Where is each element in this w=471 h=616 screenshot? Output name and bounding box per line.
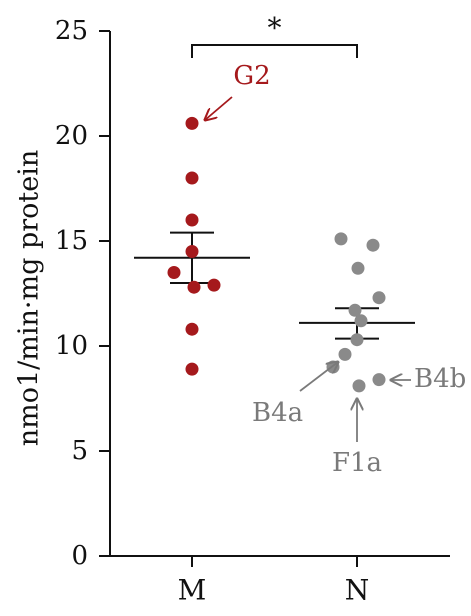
data-point (185, 362, 199, 376)
y-tick-label: 10 (55, 331, 88, 361)
data-point (167, 266, 181, 279)
data-point (372, 291, 386, 305)
data-point (185, 322, 199, 336)
significance-label: * (268, 12, 282, 45)
y-tick-label: 25 (55, 16, 88, 46)
significance-bracket: * (191, 12, 358, 58)
data-point (351, 261, 365, 275)
point-annotations: G2 B4a B4b F1a (205, 61, 466, 478)
data-point (350, 333, 364, 347)
x-tick-label: M (178, 574, 207, 607)
annotation-label: F1a (332, 448, 382, 478)
data-point (354, 314, 368, 328)
y-tick-label: 5 (71, 436, 88, 466)
data-point (187, 280, 201, 294)
y-tick-label: 15 (55, 226, 88, 256)
data-point (372, 373, 386, 387)
data-point (348, 303, 362, 317)
data-point (366, 238, 380, 252)
data-point (185, 213, 199, 227)
data-point (185, 245, 199, 258)
x-tick-label: N (345, 574, 370, 607)
annotation-label: G2 (233, 61, 270, 91)
data-point (338, 347, 352, 361)
data-point (334, 232, 348, 246)
significance-line (191, 44, 358, 58)
annotation-label: B4b (414, 364, 466, 394)
annotation-arrow (205, 96, 233, 120)
annotation-arrow (299, 362, 338, 392)
data-point (185, 116, 199, 130)
y-axis-ticks: 0 5 10 15 20 25 (55, 16, 110, 571)
y-axis-label: nmo1/min·mg protein (14, 150, 45, 447)
y-tick-label: 20 (55, 121, 88, 151)
y-tick-label: 0 (71, 541, 88, 571)
data-point (352, 379, 366, 393)
data-point (207, 278, 221, 292)
data-points (167, 116, 386, 393)
data-point (185, 171, 199, 185)
annotation-label: B4a (252, 398, 303, 428)
